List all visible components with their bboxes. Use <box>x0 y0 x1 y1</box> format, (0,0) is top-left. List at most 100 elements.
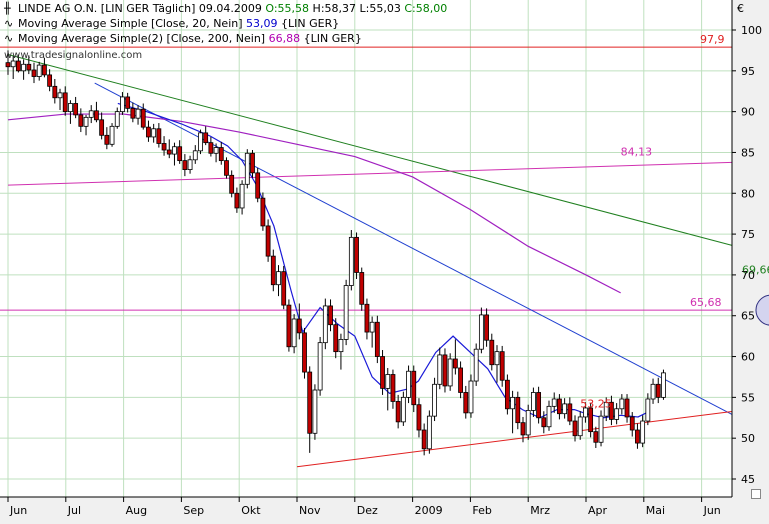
y-tick-label: 50 <box>741 432 755 445</box>
candle-body <box>364 303 370 333</box>
candle <box>172 142 177 166</box>
candle-body <box>78 114 84 127</box>
candle-body <box>520 422 526 436</box>
candle <box>244 149 250 189</box>
candle-body <box>333 324 339 353</box>
y-tick-label: 55 <box>741 391 755 404</box>
trendline-red <box>296 410 733 468</box>
candle-body <box>322 305 328 344</box>
candle <box>83 114 89 136</box>
x-tick-label: Jun <box>703 504 721 517</box>
candle-body <box>317 342 323 391</box>
candle-body <box>328 305 333 326</box>
candle <box>432 377 437 422</box>
candle-body <box>130 107 136 119</box>
quote-date: 09.04.2009 <box>198 2 262 15</box>
candle-body <box>437 354 443 385</box>
candle <box>78 108 84 133</box>
candle-body <box>416 404 422 431</box>
candle <box>499 345 505 387</box>
candle-body <box>265 225 271 257</box>
candle-body <box>177 146 183 162</box>
candle <box>94 101 99 123</box>
y-tick-label: 75 <box>741 228 755 241</box>
trendline-magenta <box>7 161 733 186</box>
candle <box>68 100 73 124</box>
candle-body <box>182 160 188 170</box>
candle-body <box>411 370 417 406</box>
candle-body <box>458 367 463 393</box>
x-tick-label: Jun <box>9 504 27 517</box>
candle-body <box>16 60 21 72</box>
candle <box>166 139 172 159</box>
candle-body <box>546 405 552 428</box>
candle <box>192 145 198 164</box>
candle-body <box>156 128 162 144</box>
candle-body <box>260 197 266 227</box>
candle <box>406 365 411 404</box>
candle-body <box>224 160 229 176</box>
candle <box>265 219 271 262</box>
candle <box>312 384 318 440</box>
candle-body <box>525 410 531 436</box>
candle-body <box>619 398 625 410</box>
candle <box>250 150 255 178</box>
resize-handle[interactable] <box>751 489 761 499</box>
candle <box>218 141 224 165</box>
candle <box>47 69 53 92</box>
candle <box>296 303 302 340</box>
legend-ma200[interactable]: ∿ Moving Average Simple(2) [Close, 200, N… <box>4 32 362 45</box>
y-tick-label: 95 <box>741 65 755 78</box>
candle <box>645 393 651 426</box>
x-tick-label: Okt <box>241 504 261 517</box>
candle <box>338 333 344 370</box>
candle-body <box>504 379 510 410</box>
candle <box>520 416 526 443</box>
candle-body <box>661 372 666 398</box>
candle-body <box>5 62 11 68</box>
candle <box>463 385 469 419</box>
candle <box>229 170 235 198</box>
x-tick-label: Mrz <box>530 504 550 517</box>
candle <box>515 391 521 430</box>
candle-body <box>213 147 219 154</box>
candle <box>567 397 573 426</box>
candle-body <box>567 403 573 422</box>
x-tick-label: Dez <box>357 504 378 517</box>
currency-label: € <box>737 2 744 15</box>
candle <box>609 395 614 426</box>
candle-body <box>47 74 53 87</box>
candle-body <box>442 354 448 387</box>
candle-body <box>588 407 594 433</box>
legend-ma20[interactable]: ∿ Moving Average Simple [Close, 20, Nein]… <box>4 17 339 30</box>
candle-body <box>151 128 157 138</box>
candle-body <box>385 374 391 389</box>
candle <box>531 387 536 417</box>
candle-body <box>296 318 302 334</box>
y-tick-label: 90 <box>741 106 755 119</box>
candle <box>551 392 557 413</box>
candle-body <box>400 396 406 423</box>
candle <box>239 180 245 215</box>
candle-body <box>452 358 458 369</box>
candle-body <box>655 383 661 398</box>
candle <box>484 308 489 347</box>
candle <box>411 365 417 413</box>
candle-body <box>577 416 583 437</box>
candle-body <box>395 401 401 423</box>
candle-body <box>510 396 515 410</box>
candle <box>557 394 562 420</box>
header-line: ╫ LINDE AG O.N. [LIN GER Täglich] 09.04.2… <box>4 2 447 15</box>
candle <box>635 423 640 449</box>
candle <box>369 316 375 348</box>
candle-body <box>21 63 27 72</box>
candle <box>5 50 11 75</box>
candle <box>276 265 281 297</box>
candle <box>333 318 339 359</box>
candlestick-icon: ╫ <box>4 2 11 15</box>
candle-body <box>31 69 37 77</box>
candle <box>504 374 510 415</box>
candle-body <box>348 236 354 286</box>
candle-body <box>239 183 245 209</box>
candle-body <box>114 111 120 127</box>
